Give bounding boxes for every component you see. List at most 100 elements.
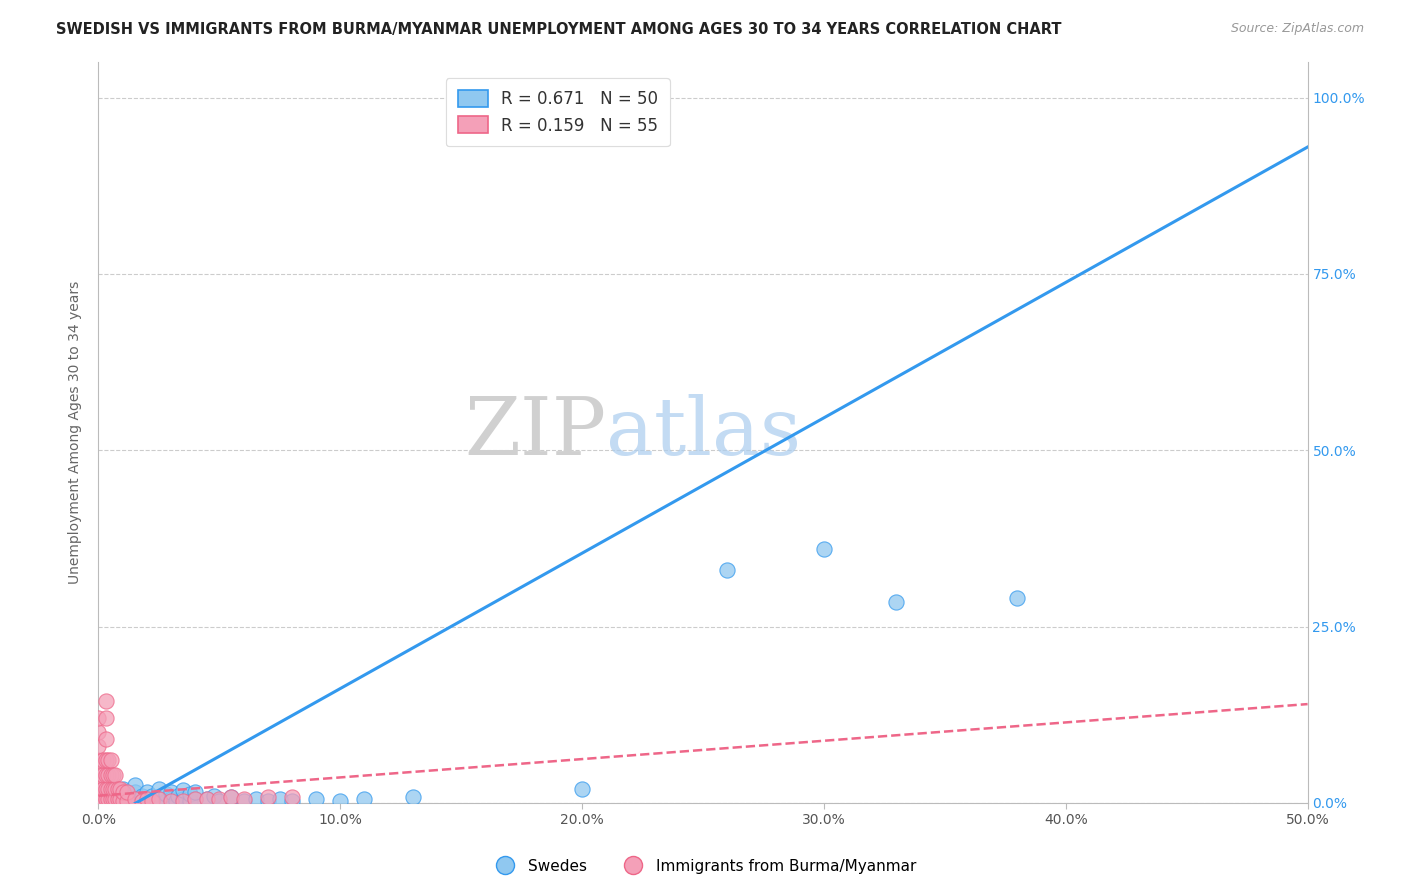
Point xyxy=(135,785,157,799)
Point xyxy=(87,767,110,781)
Point xyxy=(208,794,231,808)
Point xyxy=(221,790,243,805)
Point xyxy=(179,788,201,802)
Point xyxy=(184,792,207,806)
Point xyxy=(160,792,183,806)
Point xyxy=(100,754,122,768)
Point xyxy=(165,794,187,808)
Point xyxy=(94,732,117,747)
Point xyxy=(179,794,201,808)
Point xyxy=(813,541,835,556)
Point xyxy=(117,794,139,808)
Point xyxy=(172,794,194,808)
Point xyxy=(117,794,139,808)
Point xyxy=(97,792,120,806)
Point xyxy=(87,789,110,803)
Point xyxy=(155,788,177,802)
Point xyxy=(167,789,190,803)
Point xyxy=(117,785,139,799)
Legend: Swedes, Immigrants from Burma/Myanmar: Swedes, Immigrants from Burma/Myanmar xyxy=(484,853,922,880)
Legend: R = 0.671   N = 50, R = 0.159   N = 55: R = 0.671 N = 50, R = 0.159 N = 55 xyxy=(446,78,669,146)
Point xyxy=(208,792,231,806)
Point xyxy=(886,595,908,609)
Point xyxy=(100,767,122,781)
Text: SWEDISH VS IMMIGRANTS FROM BURMA/MYANMAR UNEMPLOYMENT AMONG AGES 30 TO 34 YEARS : SWEDISH VS IMMIGRANTS FROM BURMA/MYANMAR… xyxy=(56,22,1062,37)
Point xyxy=(97,767,120,781)
Point xyxy=(108,781,131,796)
Point xyxy=(124,785,146,799)
Text: atlas: atlas xyxy=(606,393,801,472)
Point xyxy=(329,794,352,808)
Point xyxy=(172,783,194,797)
Point xyxy=(94,711,117,725)
Point xyxy=(91,781,114,796)
Point xyxy=(204,789,226,803)
Point xyxy=(104,792,127,806)
Point xyxy=(195,792,218,806)
Point xyxy=(221,790,243,805)
Point xyxy=(87,785,110,799)
Point xyxy=(101,781,124,796)
Point xyxy=(148,781,170,796)
Point xyxy=(91,767,114,781)
Point xyxy=(94,781,117,796)
Point xyxy=(91,792,114,806)
Point xyxy=(87,754,110,768)
Point xyxy=(94,767,117,781)
Point xyxy=(124,792,146,806)
Point xyxy=(100,790,122,805)
Point xyxy=(172,792,194,806)
Point xyxy=(256,790,278,805)
Point xyxy=(305,792,328,806)
Point xyxy=(111,794,134,808)
Text: Source: ZipAtlas.com: Source: ZipAtlas.com xyxy=(1230,22,1364,36)
Point xyxy=(94,693,117,707)
Point xyxy=(87,739,110,754)
Point xyxy=(184,792,207,806)
Point xyxy=(107,788,129,802)
Point xyxy=(716,563,738,577)
Point xyxy=(87,778,110,792)
Point xyxy=(148,792,170,806)
Y-axis label: Unemployment Among Ages 30 to 34 years: Unemployment Among Ages 30 to 34 years xyxy=(69,281,83,584)
Point xyxy=(141,794,163,808)
Point xyxy=(94,754,117,768)
Point xyxy=(100,792,122,806)
Point xyxy=(269,792,291,806)
Point xyxy=(104,781,127,796)
Point xyxy=(107,781,129,796)
Point xyxy=(111,785,134,799)
Point xyxy=(184,785,207,799)
Point xyxy=(402,790,425,805)
Point xyxy=(232,794,254,808)
Point xyxy=(245,792,267,806)
Point xyxy=(131,794,153,808)
Text: ZIP: ZIP xyxy=(464,393,606,472)
Point xyxy=(135,792,157,806)
Point xyxy=(148,792,170,806)
Point xyxy=(141,794,163,808)
Point xyxy=(107,792,129,806)
Point xyxy=(135,792,157,806)
Point xyxy=(571,781,593,796)
Point xyxy=(111,792,134,806)
Point xyxy=(97,781,120,796)
Point xyxy=(281,794,304,808)
Point xyxy=(101,792,124,806)
Point xyxy=(195,792,218,806)
Point xyxy=(232,792,254,806)
Point xyxy=(101,767,124,781)
Point xyxy=(111,781,134,796)
Point xyxy=(87,711,110,725)
Point xyxy=(87,725,110,739)
Point xyxy=(141,789,163,803)
Point xyxy=(100,781,122,796)
Point xyxy=(124,778,146,792)
Point xyxy=(104,794,127,808)
Point xyxy=(160,794,183,808)
Point xyxy=(91,754,114,768)
Point xyxy=(131,794,153,808)
Point xyxy=(124,792,146,806)
Point xyxy=(1007,591,1029,606)
Point xyxy=(87,792,110,806)
